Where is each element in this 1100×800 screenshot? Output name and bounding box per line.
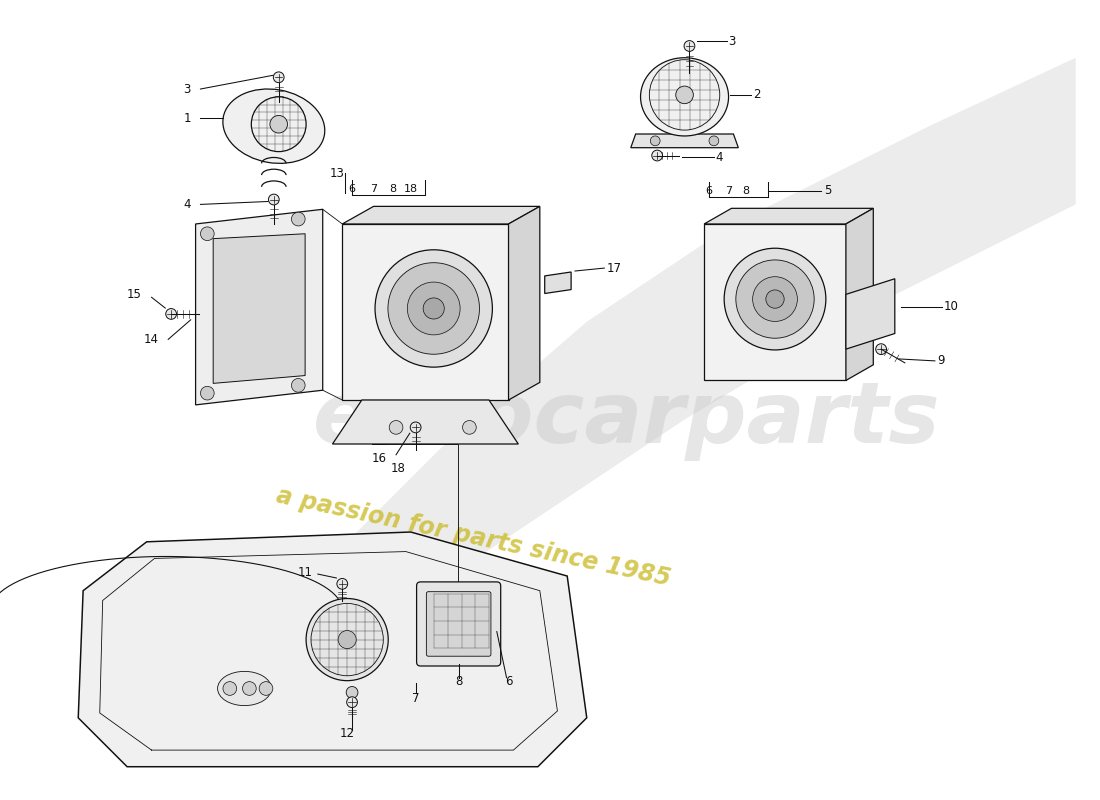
Circle shape xyxy=(346,697,358,707)
Text: 8: 8 xyxy=(389,184,397,194)
Text: 1: 1 xyxy=(184,112,190,125)
Text: 3: 3 xyxy=(728,34,736,47)
Text: 17: 17 xyxy=(606,262,621,274)
Circle shape xyxy=(306,598,388,681)
Circle shape xyxy=(724,248,826,350)
Circle shape xyxy=(166,309,176,319)
Text: 18: 18 xyxy=(404,184,418,194)
Text: 4: 4 xyxy=(716,151,724,164)
Circle shape xyxy=(242,682,256,695)
Circle shape xyxy=(346,686,358,698)
Polygon shape xyxy=(78,532,586,766)
Ellipse shape xyxy=(218,671,272,706)
Polygon shape xyxy=(704,224,846,381)
Circle shape xyxy=(338,630,356,649)
Circle shape xyxy=(410,422,421,433)
Circle shape xyxy=(200,386,214,400)
Polygon shape xyxy=(294,58,1076,615)
Polygon shape xyxy=(846,278,894,349)
Polygon shape xyxy=(508,206,540,400)
Circle shape xyxy=(710,136,718,146)
Circle shape xyxy=(876,344,887,354)
Polygon shape xyxy=(213,234,305,383)
Polygon shape xyxy=(342,206,540,224)
Circle shape xyxy=(652,150,662,161)
Circle shape xyxy=(273,72,284,82)
Circle shape xyxy=(736,260,814,338)
Text: 8: 8 xyxy=(455,675,462,688)
Polygon shape xyxy=(342,224,508,400)
Text: 13: 13 xyxy=(330,166,344,180)
Circle shape xyxy=(337,578,348,590)
Polygon shape xyxy=(704,208,873,224)
Circle shape xyxy=(292,212,305,226)
Polygon shape xyxy=(332,400,518,444)
Text: 5: 5 xyxy=(824,184,832,198)
Text: 16: 16 xyxy=(372,452,386,465)
Circle shape xyxy=(200,227,214,241)
Circle shape xyxy=(388,262,480,354)
Circle shape xyxy=(463,421,476,434)
Text: 4: 4 xyxy=(184,198,190,211)
Text: 7: 7 xyxy=(370,184,377,194)
Circle shape xyxy=(268,194,279,205)
Ellipse shape xyxy=(640,58,728,136)
Polygon shape xyxy=(846,208,873,381)
Circle shape xyxy=(407,282,460,335)
Text: 10: 10 xyxy=(944,301,958,314)
Polygon shape xyxy=(544,272,571,294)
Text: 9: 9 xyxy=(937,354,945,367)
Circle shape xyxy=(389,421,403,434)
FancyBboxPatch shape xyxy=(427,592,491,656)
Text: 18: 18 xyxy=(390,462,406,475)
Circle shape xyxy=(675,86,693,104)
Text: 7: 7 xyxy=(411,692,419,705)
Text: a passion for parts since 1985: a passion for parts since 1985 xyxy=(274,483,673,590)
Polygon shape xyxy=(630,134,738,148)
Circle shape xyxy=(766,290,784,308)
Text: 2: 2 xyxy=(754,88,760,102)
Circle shape xyxy=(260,682,273,695)
Polygon shape xyxy=(196,210,322,405)
Text: 14: 14 xyxy=(143,333,158,346)
Text: 11: 11 xyxy=(298,566,312,578)
Circle shape xyxy=(752,277,798,322)
Circle shape xyxy=(424,298,444,319)
Circle shape xyxy=(650,136,660,146)
Text: 8: 8 xyxy=(742,186,750,196)
Text: 3: 3 xyxy=(184,82,190,95)
Text: 12: 12 xyxy=(340,727,354,740)
Circle shape xyxy=(223,682,236,695)
Text: 15: 15 xyxy=(126,288,142,301)
Text: 6: 6 xyxy=(705,186,713,196)
Text: 6: 6 xyxy=(505,675,513,688)
Text: eurocarparts: eurocarparts xyxy=(312,378,940,461)
Text: 6: 6 xyxy=(349,184,355,194)
Text: 7: 7 xyxy=(725,186,733,196)
Circle shape xyxy=(270,115,287,133)
FancyBboxPatch shape xyxy=(417,582,500,666)
Circle shape xyxy=(375,250,493,367)
Circle shape xyxy=(292,378,305,392)
Circle shape xyxy=(684,41,695,51)
Ellipse shape xyxy=(223,89,324,163)
